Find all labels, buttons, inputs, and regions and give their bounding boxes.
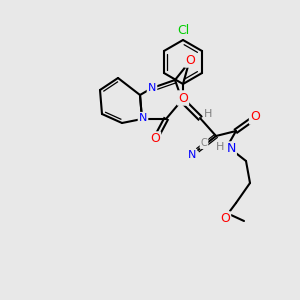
- Text: O: O: [185, 53, 195, 67]
- Text: N: N: [148, 83, 156, 93]
- Text: O: O: [250, 110, 260, 124]
- Text: Cl: Cl: [177, 23, 189, 37]
- Text: H: H: [204, 109, 212, 119]
- Text: O: O: [150, 133, 160, 146]
- Text: N: N: [226, 142, 236, 155]
- Text: O: O: [178, 92, 188, 104]
- Text: C: C: [201, 138, 207, 148]
- Text: N: N: [139, 113, 147, 123]
- Text: H: H: [216, 142, 224, 152]
- Text: O: O: [220, 212, 230, 226]
- Text: N: N: [188, 150, 196, 160]
